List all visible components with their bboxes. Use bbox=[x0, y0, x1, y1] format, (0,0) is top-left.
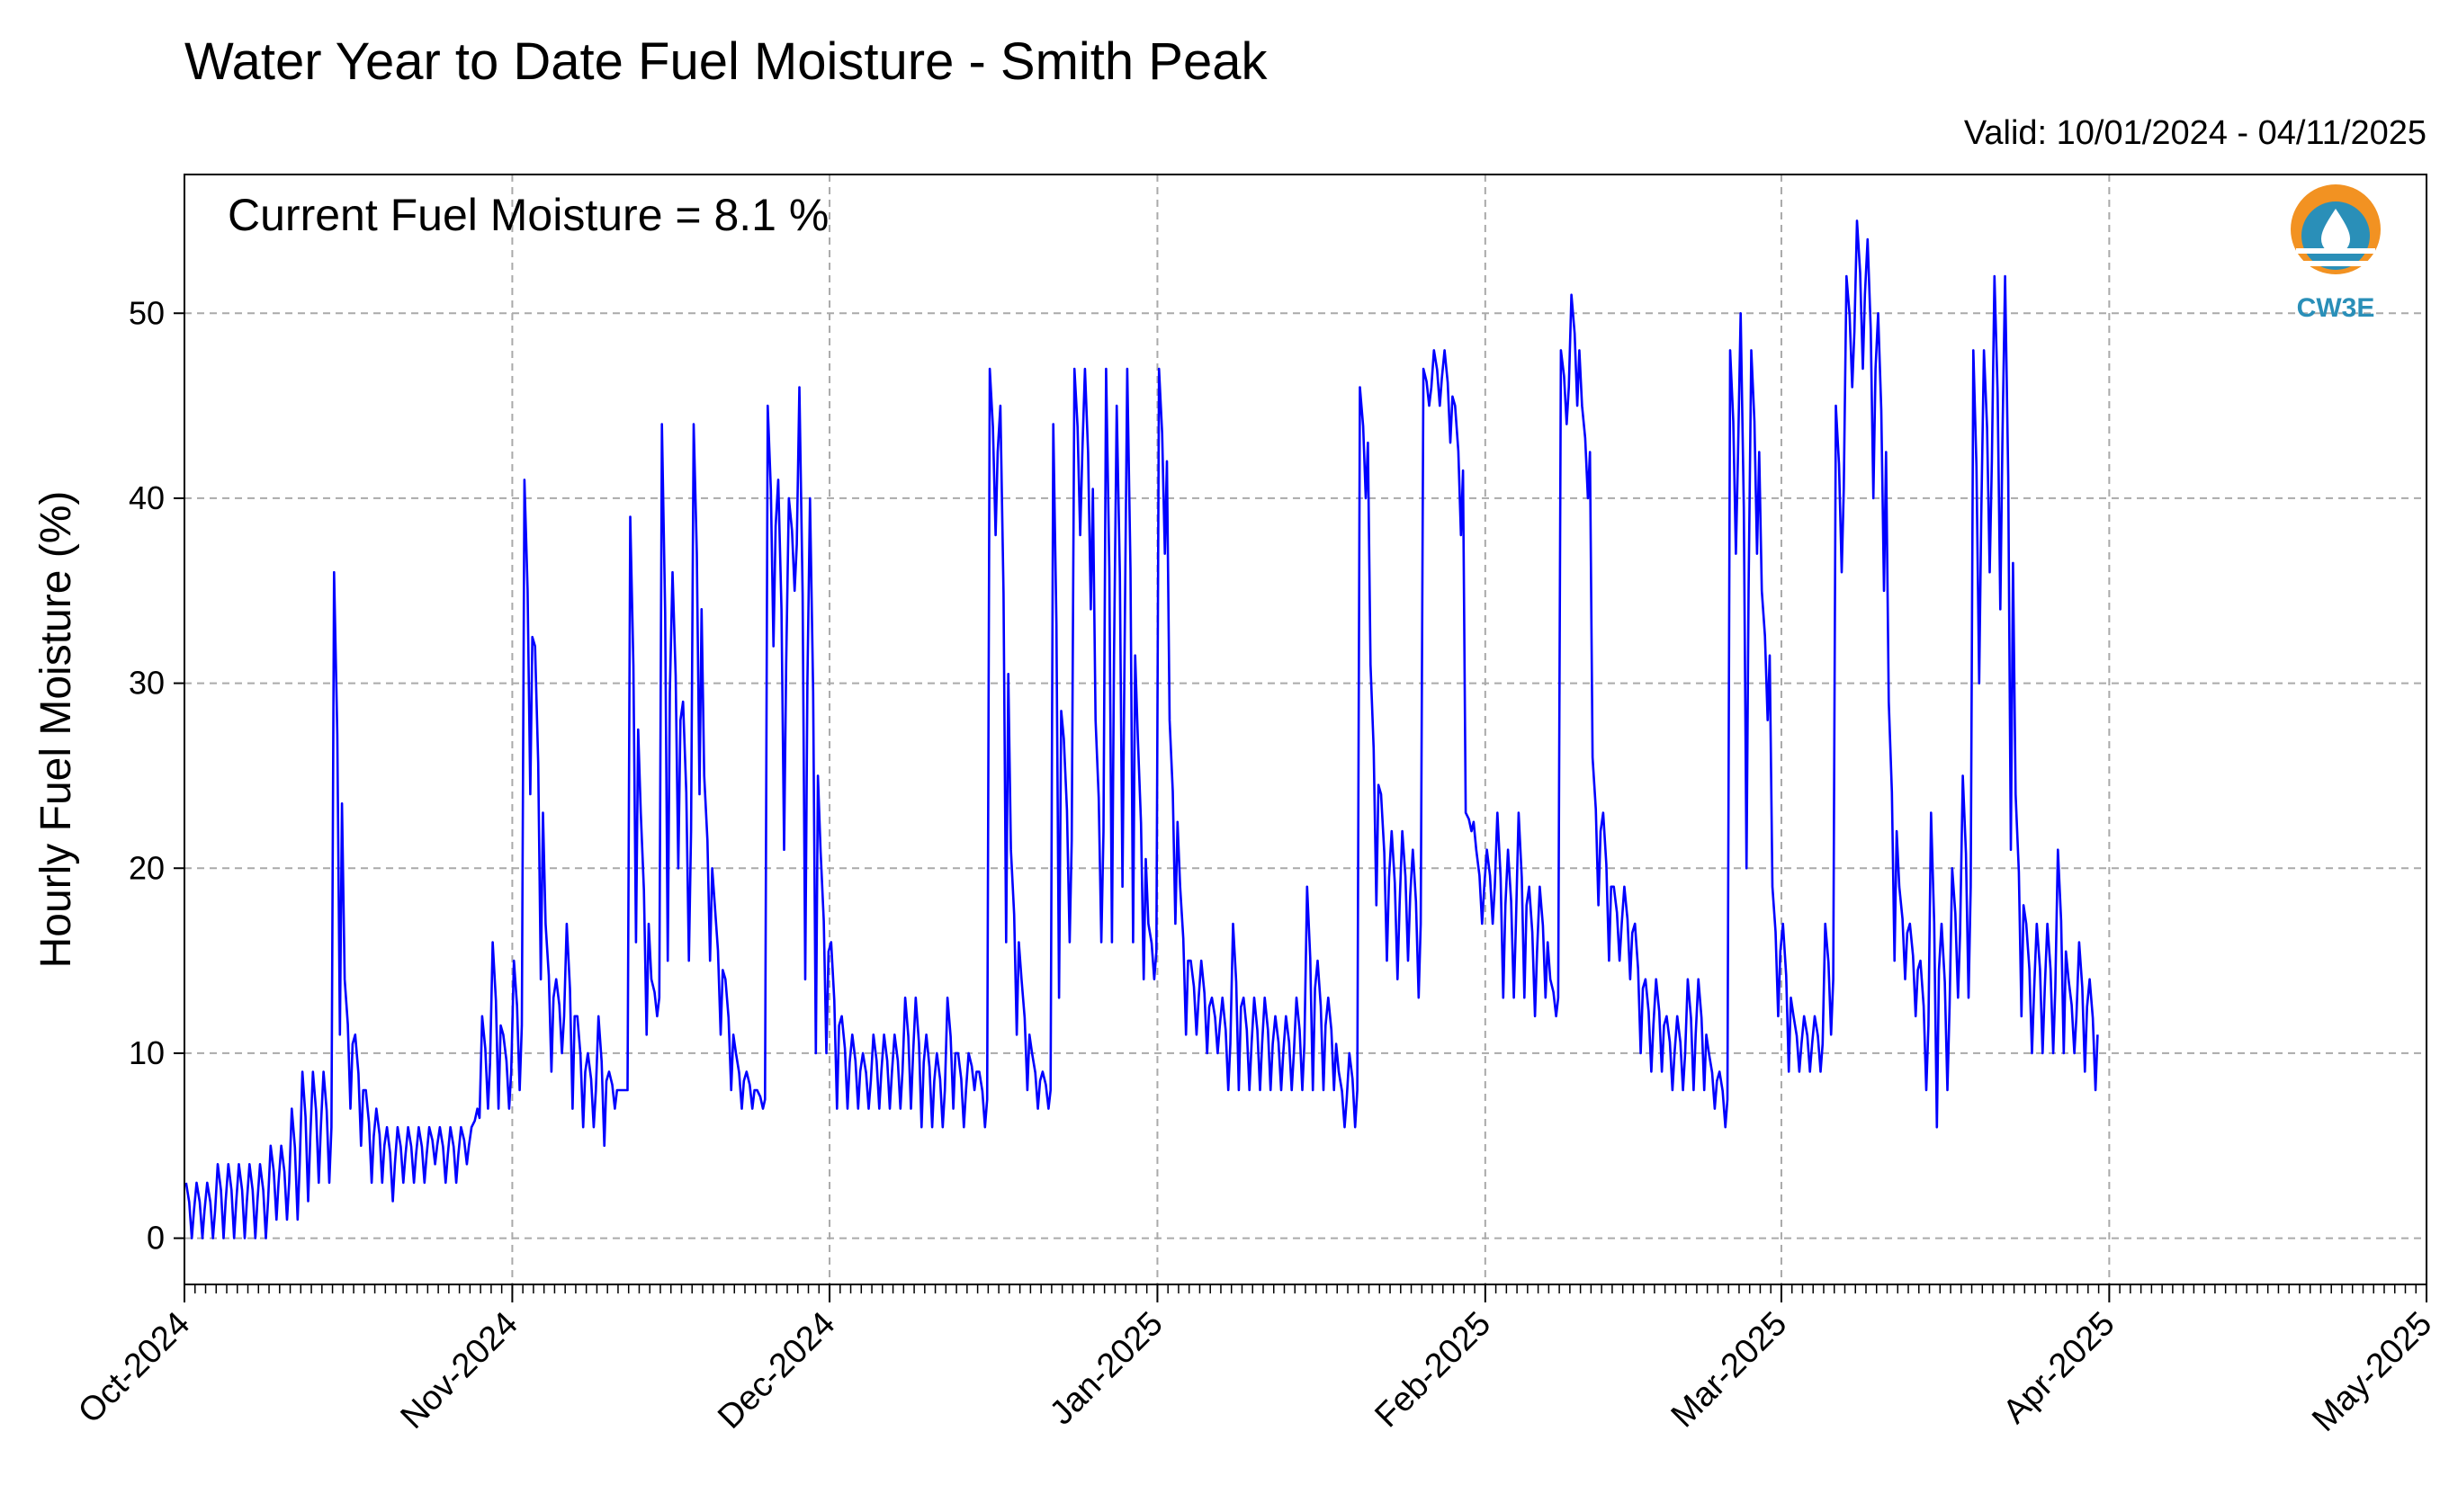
logo-wave-line bbox=[2296, 248, 2375, 254]
current-fuel-moisture-annotation: Current Fuel Moisture = 8.1 % bbox=[228, 190, 829, 240]
y-axis: 0 10 20 30 40 50 bbox=[129, 294, 184, 1257]
y-tick-label: 0 bbox=[147, 1220, 165, 1257]
y-tick-label: 40 bbox=[129, 479, 165, 516]
y-tick-label: 50 bbox=[129, 294, 165, 331]
y-tick-label: 30 bbox=[129, 665, 165, 702]
logo-text: CW3E bbox=[2297, 293, 2375, 323]
y-tick-label: 10 bbox=[129, 1034, 165, 1071]
chart-title: Water Year to Date Fuel Moisture - Smith… bbox=[184, 32, 1268, 91]
cw3e-logo: CW3E bbox=[2291, 184, 2381, 323]
valid-date-range: Valid: 10/01/2024 - 04/11/2025 bbox=[1964, 114, 2427, 152]
y-tick-label: 20 bbox=[129, 849, 165, 886]
logo-wave-line bbox=[2296, 261, 2375, 266]
y-axis-label: Hourly Fuel Moisture (%) bbox=[32, 491, 80, 969]
data-line-layer bbox=[184, 219, 2099, 1239]
fuel-moisture-series-line bbox=[184, 219, 2099, 1239]
logo-droplet-icon bbox=[2321, 209, 2350, 254]
